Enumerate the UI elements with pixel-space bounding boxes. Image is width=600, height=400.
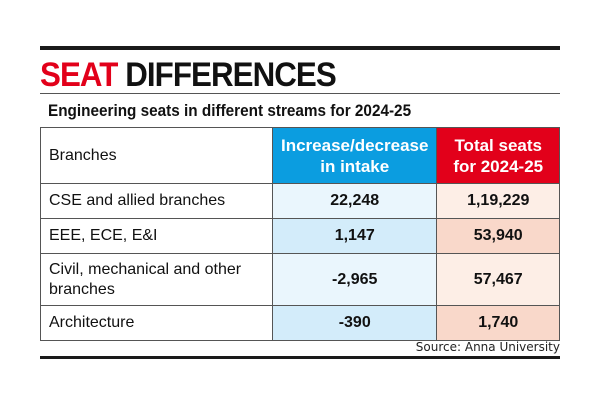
table-row: CSE and allied branches 22,248 1,19,229	[40, 183, 560, 219]
table-row: EEE, ECE, E&I 1,147 53,940	[40, 218, 560, 254]
subtitle: Engineering seats in different streams f…	[48, 101, 412, 120]
branch-cell: Civil, mechanical and other branches	[40, 253, 273, 306]
header-total: Total seats for 2024-25	[436, 127, 560, 184]
change-cell: -390	[271, 305, 438, 341]
change-cell: 1,147	[271, 218, 438, 254]
branch-cell: CSE and allied branches	[40, 183, 273, 219]
header-branches: Branches	[40, 127, 273, 184]
table-row: Architecture -390 1,740	[40, 305, 560, 341]
headline-red: SEAT	[40, 56, 118, 94]
branch-cell: Architecture	[40, 305, 273, 341]
headline: SEAT DIFFERENCES	[40, 55, 337, 95]
headline-black: DIFFERENCES	[125, 56, 337, 94]
change-cell: -2,965	[271, 253, 438, 306]
divider	[40, 93, 560, 94]
total-cell: 53,940	[436, 218, 560, 254]
change-cell: 22,248	[271, 183, 438, 219]
table-row: Civil, mechanical and other branches -2,…	[40, 253, 560, 306]
seats-table: Branches Increase/decrease in intake Tot…	[40, 127, 560, 341]
total-cell: 57,467	[436, 253, 560, 306]
header-change: Increase/decrease in intake	[271, 127, 438, 184]
branch-cell: EEE, ECE, E&I	[40, 218, 273, 254]
bottom-rule	[40, 356, 560, 359]
top-rule	[40, 46, 560, 50]
header-row: Branches Increase/decrease in intake Tot…	[40, 127, 560, 184]
total-cell: 1,19,229	[436, 183, 560, 219]
source-note: Source: Anna University	[415, 340, 560, 354]
total-cell: 1,740	[436, 305, 560, 341]
